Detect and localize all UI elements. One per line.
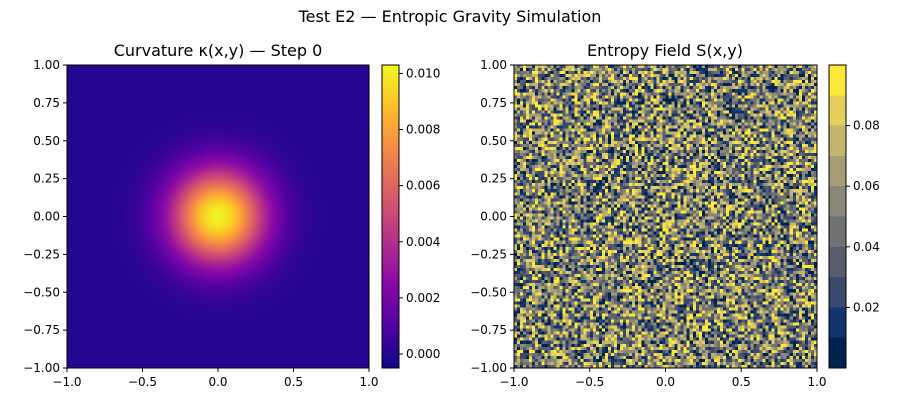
x-tick-label: 0.0 (656, 375, 675, 389)
colorbar-tick-label: 0.002 (406, 291, 440, 305)
y-tick-label: 0.25 (480, 172, 507, 186)
curvature-colorbar-ticks: 0.000 0.002 0.004 0.006 0.008 0.010 (399, 66, 440, 361)
x-tick-label: −1.0 (499, 375, 528, 389)
colorbar-tick-label: 0.04 (853, 240, 880, 254)
y-tick-label: −0.75 (470, 323, 507, 337)
entropy-heatmap (514, 65, 817, 368)
y-tick-label: 0.25 (33, 172, 60, 186)
x-tick-label: 1.0 (359, 375, 378, 389)
entropy-panel: Entropy Field S(x,y) −1.0 −0.5 0.0 0.5 1.0 1… (470, 41, 880, 389)
x-tick-label: −1.0 (52, 375, 81, 389)
y-tick-label: −0.50 (23, 285, 60, 299)
y-tick-label: 0.50 (480, 134, 507, 148)
x-tick-label: 0.5 (284, 375, 303, 389)
entropy-colorbar-frame (828, 64, 847, 369)
y-tick-label: −0.25 (470, 247, 507, 261)
x-tick-label: 0.0 (208, 375, 227, 389)
colorbar-tick-label: 0.010 (406, 66, 440, 80)
y-tick-label: −0.25 (23, 247, 60, 261)
x-tick-label: 1.0 (807, 375, 826, 389)
y-tick-label: 0.00 (33, 210, 60, 224)
colorbar-tick-label: 0.000 (406, 347, 440, 361)
curvature-heatmap (67, 65, 369, 368)
curvature-y-ticks: 1.00 0.75 0.50 0.25 0.00 −0.25 −0.50 −0.75 −1.00 (23, 58, 67, 375)
y-tick-label: 1.00 (480, 58, 507, 72)
y-tick-label: −1.00 (470, 361, 507, 375)
y-tick-label: 0.75 (33, 96, 60, 110)
colorbar-tick-label: 0.004 (406, 235, 440, 249)
y-tick-label: 0.50 (33, 134, 60, 148)
x-tick-label: −0.5 (575, 375, 604, 389)
entropy-colorbar-ticks: 0.02 0.04 0.06 0.08 (846, 119, 880, 314)
entropy-title: Entropy Field S(x,y) (587, 41, 743, 60)
colorbar-tick-label: 0.006 (406, 179, 440, 193)
curvature-colorbar (382, 65, 399, 368)
curvature-title: Curvature κ(x,y) — Step 0 (114, 41, 323, 60)
y-tick-label: −0.75 (23, 323, 60, 337)
colorbar-tick-label: 0.08 (853, 119, 880, 133)
y-tick-label: 0.75 (480, 96, 507, 110)
colorbar-tick-label: 0.008 (406, 123, 440, 137)
x-tick-label: 0.5 (732, 375, 751, 389)
y-tick-label: 1.00 (33, 58, 60, 72)
curvature-x-ticks: −1.0 −0.5 0.0 0.5 1.0 (52, 368, 379, 389)
entropy-x-ticks: −1.0 −0.5 0.0 0.5 1.0 (499, 368, 827, 389)
x-tick-label: −0.5 (128, 375, 157, 389)
y-tick-label: −1.00 (23, 361, 60, 375)
colorbar-tick-label: 0.06 (853, 179, 880, 193)
y-tick-label: 0.00 (480, 210, 507, 224)
entropy-y-ticks: 1.00 0.75 0.50 0.25 0.00 −0.25 −0.50 −0.75 −1.00 (470, 58, 514, 375)
curvature-panel: Curvature κ(x,y) — Step 0 −1.0 −0.5 0.0 0.5… (23, 41, 440, 389)
entropy-colorbar (829, 65, 846, 368)
y-tick-label: −0.50 (470, 285, 507, 299)
colorbar-tick-label: 0.02 (853, 300, 880, 314)
figure-suptitle: Test E2 — Entropic Gravity Simulation (298, 7, 602, 26)
curvature-colorbar-frame (381, 64, 400, 369)
